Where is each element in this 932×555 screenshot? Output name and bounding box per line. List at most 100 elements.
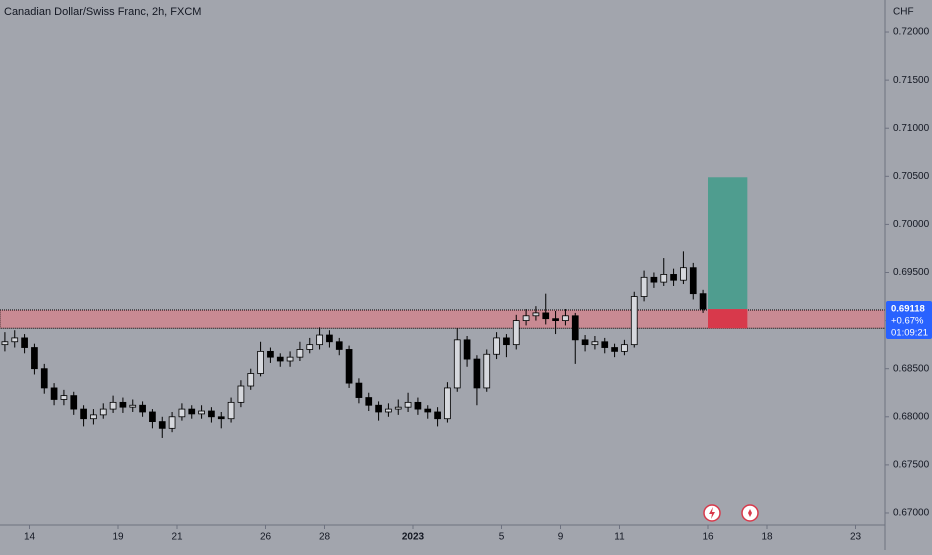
candle-body xyxy=(532,312,540,317)
x-tick-label: 11 xyxy=(614,532,625,543)
candle-body xyxy=(424,408,432,413)
candle-body xyxy=(562,315,569,321)
flag-icon[interactable] xyxy=(741,504,759,522)
x-tick-label: 21 xyxy=(171,532,183,543)
candle-body xyxy=(483,353,491,389)
y-tick-label: 0.67500 xyxy=(893,460,930,471)
y-tick-label: 0.69500 xyxy=(893,267,930,278)
candle-body xyxy=(31,347,38,370)
candle-body xyxy=(473,358,481,389)
candle-body xyxy=(670,274,677,281)
candle-body xyxy=(276,356,284,362)
price-label: 0.69118 xyxy=(891,304,925,315)
x-tick-label: 14 xyxy=(24,532,36,543)
candle-body xyxy=(335,341,343,350)
candle-body xyxy=(493,337,500,355)
price-label: +0.67% xyxy=(891,316,924,327)
candle-body xyxy=(286,356,294,362)
x-tick-label: 23 xyxy=(850,532,862,543)
chart-title: Canadian Dollar/Swiss Franc, 2h, FXCM xyxy=(4,6,201,18)
candle-body xyxy=(689,267,697,295)
price-label: 01:09:21 xyxy=(891,328,928,339)
candle-body xyxy=(237,385,245,403)
candle-body xyxy=(414,401,422,410)
candle-body xyxy=(227,401,235,420)
candle-body xyxy=(375,404,382,413)
candle-body xyxy=(394,406,402,410)
y-tick-label: 0.71500 xyxy=(893,75,930,86)
x-tick-label: 28 xyxy=(319,532,331,543)
x-tick-label: 18 xyxy=(761,532,773,543)
candle-body xyxy=(257,350,264,374)
candle-body xyxy=(680,267,687,281)
candle-body xyxy=(345,349,353,384)
candle-body xyxy=(611,347,618,352)
candle-body xyxy=(571,315,579,341)
price-label-box xyxy=(886,301,932,340)
candle-body xyxy=(139,404,146,413)
y-tick-label: 0.71000 xyxy=(893,123,930,134)
candle-body xyxy=(217,416,225,420)
candle-body xyxy=(630,296,638,346)
candle-body xyxy=(591,341,599,346)
x-tick-label: 19 xyxy=(112,532,124,543)
candle-body xyxy=(453,339,461,389)
candle-body xyxy=(660,274,668,283)
candle-body xyxy=(99,408,107,416)
candle-body xyxy=(296,349,304,358)
candle-body xyxy=(542,312,550,320)
candle-body xyxy=(198,410,205,415)
x-tick-label: 16 xyxy=(702,532,714,543)
candle-body xyxy=(70,395,78,410)
stop-box xyxy=(708,309,748,329)
candle-body xyxy=(503,337,510,346)
candle-body xyxy=(11,337,19,343)
candle-body xyxy=(316,334,323,346)
event-icon[interactable] xyxy=(703,504,721,522)
candle-body xyxy=(463,339,471,360)
y-tick-label: 0.70500 xyxy=(893,171,930,182)
candle-body xyxy=(149,411,156,422)
candle-body xyxy=(1,341,9,346)
candle-body xyxy=(50,387,58,400)
candle-body xyxy=(326,334,333,343)
candle-body xyxy=(119,401,127,408)
candle-body xyxy=(581,339,589,346)
candle-body xyxy=(522,315,530,321)
candle-body xyxy=(385,408,392,413)
x-tick-label: 5 xyxy=(499,532,505,543)
candle-body xyxy=(552,318,559,321)
candle-body xyxy=(601,341,609,348)
candle-body xyxy=(40,368,48,389)
icon[interactable] xyxy=(748,509,752,517)
candle-body xyxy=(178,408,186,418)
candle-body xyxy=(109,401,117,410)
y-tick-label: 0.68500 xyxy=(893,363,930,374)
candle-body xyxy=(188,408,196,415)
candle-body xyxy=(247,373,255,387)
candle-body xyxy=(80,408,87,420)
candle-body xyxy=(267,350,274,358)
y-tick-label: 0.72000 xyxy=(893,27,930,38)
candle-body xyxy=(60,395,68,400)
x-tick-label: 26 xyxy=(260,532,272,543)
x-tick-label: 2023 xyxy=(402,532,425,543)
candle-body xyxy=(512,320,520,346)
currency: CHF xyxy=(893,7,914,18)
candle-body xyxy=(208,410,215,418)
icon[interactable] xyxy=(709,507,715,519)
candle-body xyxy=(90,414,97,420)
y-tick-label: 0.68000 xyxy=(893,411,930,422)
candle-body xyxy=(21,337,28,348)
candle-body xyxy=(306,344,314,350)
candle-body xyxy=(699,293,707,310)
y-tick-label: 0.70000 xyxy=(893,219,930,230)
target-box xyxy=(708,177,748,310)
candle-body xyxy=(355,382,363,398)
candle-body xyxy=(434,411,441,420)
y-tick-label: 0.67000 xyxy=(893,508,930,519)
candle-body xyxy=(640,276,648,297)
